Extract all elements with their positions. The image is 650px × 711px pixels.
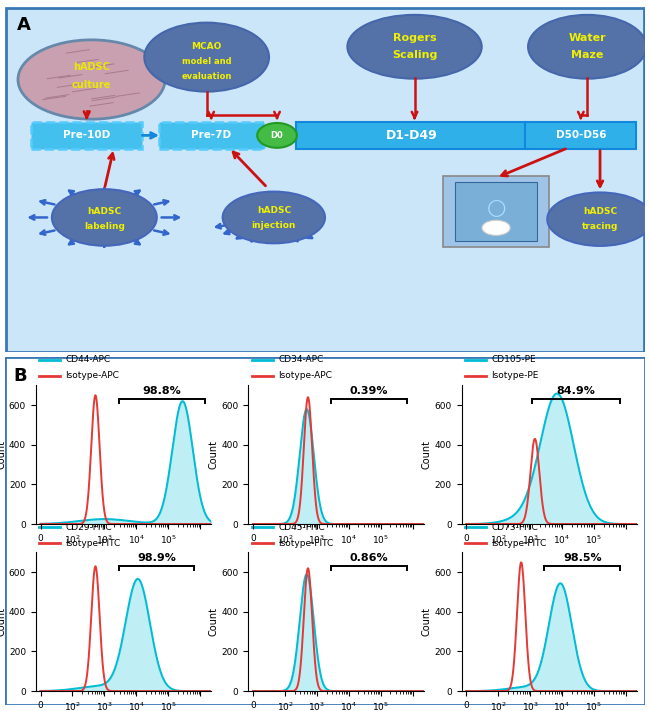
FancyBboxPatch shape [6, 8, 644, 352]
Text: CD45-FITC: CD45-FITC [278, 523, 325, 532]
Text: 98.8%: 98.8% [142, 386, 181, 396]
Text: Maze: Maze [571, 50, 603, 60]
Text: Isotype-FITC: Isotype-FITC [66, 538, 121, 547]
Text: CD105-PE: CD105-PE [491, 356, 536, 365]
Text: Isotype-FITC: Isotype-FITC [278, 538, 333, 547]
Text: MCAO: MCAO [192, 42, 222, 51]
Text: CD73-FITC: CD73-FITC [491, 523, 538, 532]
Ellipse shape [144, 23, 269, 92]
Text: hADSC: hADSC [87, 207, 122, 215]
Text: Rogers: Rogers [393, 33, 436, 43]
Text: ○: ○ [486, 198, 506, 218]
FancyBboxPatch shape [525, 122, 636, 149]
Text: Isotype-APC: Isotype-APC [66, 371, 120, 380]
Text: hADSC: hADSC [583, 207, 617, 215]
Ellipse shape [257, 123, 297, 148]
Text: injection: injection [252, 220, 296, 230]
Text: CD29-FITC: CD29-FITC [66, 523, 112, 532]
Text: 84.9%: 84.9% [556, 386, 595, 396]
Ellipse shape [528, 15, 646, 79]
Text: D1-D49: D1-D49 [385, 129, 437, 142]
Text: Pre-10D: Pre-10D [63, 130, 110, 140]
Y-axis label: Count: Count [0, 607, 6, 636]
Text: B: B [13, 368, 27, 385]
FancyBboxPatch shape [443, 176, 549, 247]
Text: evaluation: evaluation [181, 72, 232, 80]
Text: 98.9%: 98.9% [137, 553, 176, 563]
Y-axis label: Count: Count [209, 440, 218, 469]
Ellipse shape [347, 15, 482, 79]
Text: A: A [17, 16, 31, 33]
Circle shape [18, 40, 165, 119]
Text: Isotype-FITC: Isotype-FITC [491, 538, 547, 547]
Y-axis label: Count: Count [209, 607, 218, 636]
FancyBboxPatch shape [455, 182, 538, 240]
Text: Isotype-PE: Isotype-PE [491, 371, 539, 380]
Text: labeling: labeling [84, 222, 125, 230]
Text: CD44-APC: CD44-APC [66, 356, 110, 365]
Text: 98.5%: 98.5% [563, 553, 602, 563]
Text: culture: culture [72, 80, 111, 90]
Y-axis label: Count: Count [422, 440, 432, 469]
Ellipse shape [547, 193, 650, 246]
Text: 0.86%: 0.86% [350, 553, 389, 563]
Text: CD34-APC: CD34-APC [278, 356, 324, 365]
FancyBboxPatch shape [159, 122, 264, 149]
Text: tracing: tracing [582, 223, 618, 231]
Text: Isotype-APC: Isotype-APC [278, 371, 332, 380]
Text: D0: D0 [270, 131, 283, 140]
Text: Pre-7D: Pre-7D [191, 130, 231, 140]
Text: model and: model and [182, 57, 231, 66]
Circle shape [482, 220, 510, 235]
Ellipse shape [223, 191, 325, 243]
FancyBboxPatch shape [5, 357, 645, 705]
Y-axis label: Count: Count [422, 607, 432, 636]
Text: D50-D56: D50-D56 [556, 130, 606, 140]
Text: 0.39%: 0.39% [350, 386, 388, 396]
FancyBboxPatch shape [296, 122, 528, 149]
Text: Water: Water [568, 33, 606, 43]
Circle shape [52, 189, 157, 246]
Text: Scaling: Scaling [392, 50, 437, 60]
Y-axis label: Count: Count [0, 440, 6, 469]
Text: hADSC: hADSC [257, 206, 291, 215]
Text: hADSC: hADSC [73, 63, 110, 73]
FancyBboxPatch shape [31, 122, 142, 149]
